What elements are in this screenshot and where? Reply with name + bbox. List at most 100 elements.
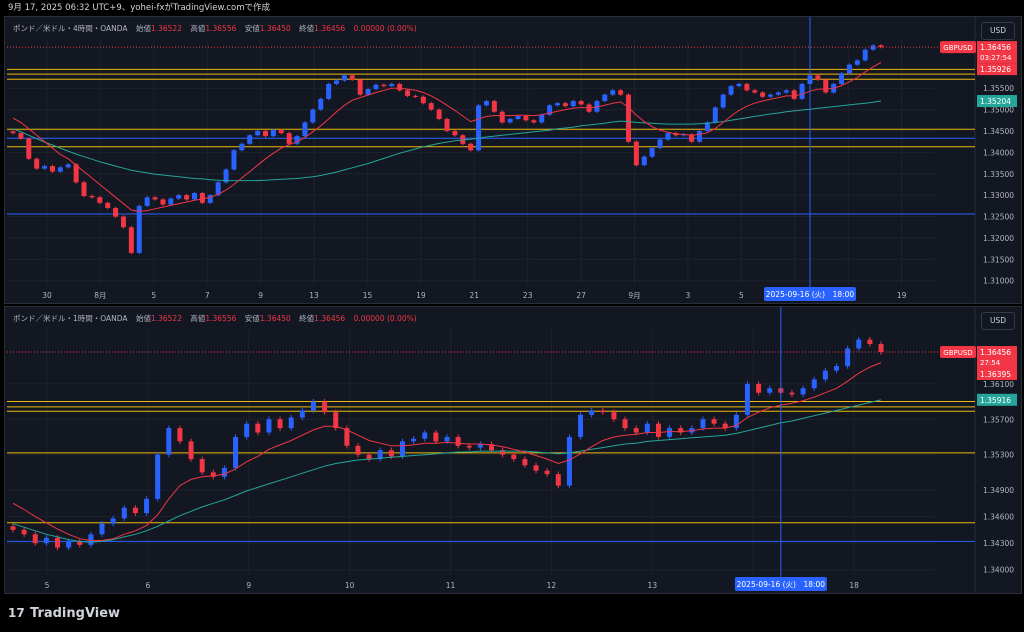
candle-body (704, 122, 710, 131)
price-tick-label: 1.32000 (983, 234, 1014, 243)
candle-body (633, 428, 639, 433)
time-tick-label: 13 (648, 581, 658, 590)
candle-body (799, 83, 805, 99)
candle-body (10, 131, 16, 134)
time-tick-label: 9 (258, 291, 263, 300)
candle-body (411, 438, 417, 442)
candle-body (223, 169, 229, 183)
price-badge-label: 1.36456 (980, 348, 1011, 357)
candle-body (862, 49, 868, 61)
candle-body (65, 164, 71, 168)
candle-body (318, 98, 324, 110)
candle-body (846, 64, 852, 74)
candle-body (856, 339, 862, 349)
h4-chart-canvas[interactable]: 1.35500 1.35000 1.34500 1.34000 1.33500 1.330… (5, 17, 1021, 303)
level-badge-label: 1.35926 (980, 65, 1011, 74)
candle-body (277, 419, 283, 429)
candle-body (105, 202, 111, 208)
candle-body (266, 419, 272, 433)
candle-body (622, 419, 628, 429)
time-tick-label: 30 (42, 291, 52, 300)
candle-body (554, 103, 560, 106)
tradingview-mark-icon: 17 (8, 606, 25, 620)
candle-body (18, 133, 24, 139)
candle-body (522, 459, 528, 466)
price-tick-label: 1.35700 (983, 415, 1014, 424)
price-tick-label: 1.34600 (983, 513, 1014, 522)
time-tick-label: 15 (363, 291, 373, 300)
currency-button[interactable]: USD (981, 22, 1015, 40)
candle-body (21, 529, 27, 535)
candle-body (43, 537, 49, 544)
candle-body (349, 75, 355, 80)
candle-body (823, 79, 829, 93)
candle-body (689, 134, 695, 142)
candle-body (578, 414, 584, 437)
currency-button[interactable]: USD (981, 312, 1015, 330)
candle-body (110, 518, 116, 524)
candle-body (344, 428, 350, 446)
legend-title: ポンド／米ドル・4時間・OANDA (13, 24, 128, 33)
candle-body (255, 130, 261, 136)
candle-body (152, 197, 158, 200)
price-tick-label: 1.31500 (983, 255, 1014, 264)
candle-body (523, 116, 529, 121)
candle-body (302, 122, 308, 137)
candle-body (26, 138, 32, 159)
candle-body (822, 370, 828, 380)
candle-body (412, 95, 418, 97)
candle-body (760, 92, 766, 97)
price-tick-label: 1.34900 (983, 486, 1014, 495)
candle-body (531, 120, 537, 123)
candle-body (49, 166, 55, 172)
candle-body (221, 467, 227, 477)
chart-caption: 9月 17, 2025 06:32 UTC+9、yohei-fxがTrading… (0, 0, 1024, 16)
price-tick-label: 1.35000 (983, 106, 1014, 115)
price-tick-label: 1.34500 (983, 127, 1014, 136)
candle-body (455, 436, 461, 446)
time-tick-label: 12 (547, 581, 557, 590)
h4-chart-panel[interactable]: 1.35500 1.35000 1.34500 1.34000 1.33500 1.330… (4, 16, 1022, 304)
time-tick-label: 13 (309, 291, 319, 300)
candle-body (867, 339, 873, 345)
candle-body (752, 90, 758, 93)
tradingview-logo[interactable]: 17 TradingView (8, 606, 121, 621)
candle-body (88, 534, 94, 545)
price-tick-label: 1.33000 (983, 191, 1014, 200)
candle-body (357, 79, 363, 95)
candle-body (239, 143, 245, 151)
candle-body (578, 101, 584, 105)
candle-body (711, 419, 717, 424)
level-badge (977, 368, 1017, 381)
candle-body (373, 84, 379, 90)
candle-body (633, 141, 639, 166)
candle-body (791, 90, 797, 99)
candle-body (244, 423, 250, 437)
time-tick-label: 5 (45, 581, 50, 590)
candle-body (73, 164, 79, 183)
candle-body (334, 80, 340, 84)
candle-body (544, 470, 550, 475)
crosshair-date-label: 2025-09-16 (火) 18:00 (766, 290, 855, 299)
candle-body (600, 410, 606, 413)
time-tick-label: 19 (416, 291, 426, 300)
candle-body (121, 507, 127, 519)
h1-chart-canvas[interactable]: 1.36100 1.35700 1.35300 1.34900 1.34600 1.343… (5, 307, 1021, 593)
candle-body (789, 392, 795, 395)
candle-body (744, 383, 750, 415)
candle-body (99, 523, 105, 535)
h1-chart-panel[interactable]: 1.36100 1.35700 1.35300 1.34900 1.34600 1.343… (4, 306, 1022, 594)
price-badge (977, 346, 1017, 369)
candle-body (120, 216, 126, 228)
time-tick-label: 5 (151, 291, 156, 300)
time-tick-label: 18 (849, 581, 859, 590)
candle-body (476, 105, 482, 151)
candle-body (428, 103, 434, 110)
countdown-label: 03:27:54 (980, 54, 1012, 62)
candle-body (477, 444, 483, 448)
candle-body (697, 130, 703, 142)
candle-body (166, 428, 172, 455)
ma-badge-label: 1.35916 (980, 396, 1011, 405)
candle-body (602, 94, 608, 102)
candle-body (389, 83, 395, 87)
